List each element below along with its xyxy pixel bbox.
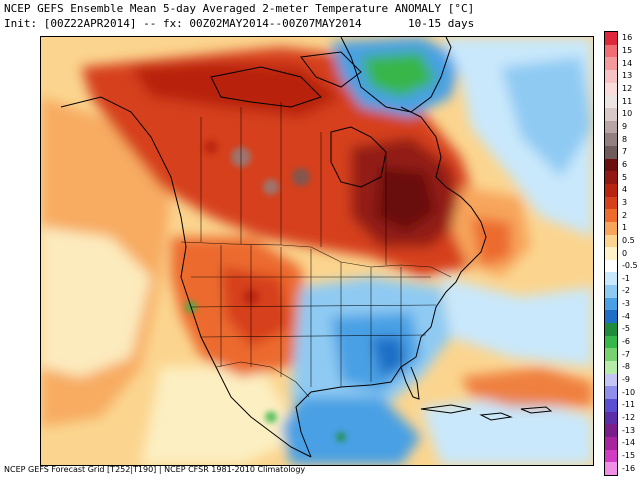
colorbar-tick-label: -7: [622, 349, 630, 359]
colorbar-tick-label: -9: [622, 375, 630, 385]
anomaly-map-graphic: [41, 37, 593, 465]
colorbar-tick-label: 10: [622, 109, 633, 119]
colorbar-cell: [605, 297, 617, 311]
colorbar-tick-label: -3: [622, 299, 630, 309]
colorbar-tick-label: -2: [622, 286, 630, 296]
colorbar-tick-label: 13: [622, 71, 633, 81]
colorbar-tick-label: -5: [622, 324, 630, 334]
colorbar-cell: [605, 133, 617, 147]
colorbar-tick-label: -0.5: [622, 261, 638, 271]
anomaly-map: [40, 36, 594, 466]
colorbar-tick-label: 16: [622, 33, 633, 43]
colorbar-cell: [605, 57, 617, 71]
colorbar-cell: [605, 145, 617, 160]
colorbar-tick-label: -13: [622, 425, 636, 435]
colorbar-cell: [605, 44, 617, 58]
colorbar-cell: [605, 348, 617, 362]
colorbar-cell: [605, 158, 617, 172]
colorbar-cell: [605, 107, 617, 122]
colorbar-tick-label: 6: [622, 159, 628, 169]
colorbar-cell: [605, 411, 617, 425]
colorbar-tick-label: 0: [622, 248, 628, 258]
colorbar-cell: [605, 82, 617, 96]
colorbar-cell: [605, 259, 617, 273]
colorbar-tick-label: 11: [622, 96, 633, 106]
colorbar-cell: [605, 449, 617, 463]
colorbar-cell: [605, 285, 617, 299]
colorbar-cell: [605, 399, 617, 413]
colorbar-tick-label: 14: [622, 58, 633, 68]
colorbar-tick-label: 15: [622, 45, 633, 55]
colorbar-cell: [605, 171, 617, 185]
colorbar-tick-label: -8: [622, 362, 630, 372]
colorbar-tick-label: 12: [622, 83, 633, 93]
map-subtitle: Init: [00Z22APR2014] -- fx: 00Z02MAY2014…: [4, 17, 475, 30]
colorbar-tick-label: -14: [622, 438, 636, 448]
colorbar-tick-label: -11: [622, 400, 636, 410]
colorbar-tick-label: -6: [622, 337, 630, 347]
political-borders: [180, 102, 452, 398]
colorbar-cell: [605, 120, 617, 134]
colorbar-cell: [605, 221, 617, 235]
colorbar-tick-label: 8: [622, 134, 628, 144]
colorbar-cell: [605, 323, 617, 337]
colorbar-cell: [605, 234, 617, 248]
colorbar-cell: [605, 310, 617, 324]
colorbar-tick-label: -15: [622, 451, 636, 460]
colorbar-cell: [605, 69, 617, 84]
colorbar-cell: [605, 32, 617, 46]
colorbar-cell: [605, 386, 617, 400]
colorbar-cell: [605, 183, 617, 198]
colorbar-tick-label: -12: [622, 413, 636, 423]
colorbar-tick-label: -1: [622, 273, 630, 283]
colorbar-tick-label: 4: [622, 185, 628, 195]
colorbar-tick-label: 3: [622, 197, 628, 207]
colorbar-cell: [605, 247, 617, 261]
colorbar-tick-label: -16: [622, 463, 636, 473]
colorbar-cell: [605, 361, 617, 375]
colorbar-tick-label: 1: [622, 223, 628, 233]
map-title: NCEP GEFS Ensemble Mean 5-day Averaged 2…: [4, 2, 475, 15]
colorbar-cell: [605, 272, 617, 286]
colorbar-tick-label: 5: [622, 172, 628, 182]
colorbar: [604, 31, 618, 476]
colorbar-tick-label: -4: [622, 311, 630, 321]
colorbar-cell: [605, 424, 617, 438]
colorbar-tick-label: 2: [622, 210, 628, 220]
coastlines: [60, 37, 553, 458]
colorbar-tick-label: -10: [622, 387, 636, 397]
colorbar-cell: [605, 196, 617, 210]
colorbar-cell: [605, 95, 617, 109]
colorbar-cell: [605, 373, 617, 387]
footer-credits: NCEP GEFS Forecast Grid [T252|T190] | NC…: [4, 465, 306, 474]
colorbar-cell: [605, 462, 617, 476]
colorbar-cell: [605, 335, 617, 349]
colorbar-tick-label: 7: [622, 147, 628, 157]
colorbar-cell: [605, 437, 617, 451]
colorbar-tick-label: 9: [622, 121, 628, 131]
colorbar-cell: [605, 209, 617, 223]
colorbar-tick-label: 0.5: [622, 235, 635, 245]
